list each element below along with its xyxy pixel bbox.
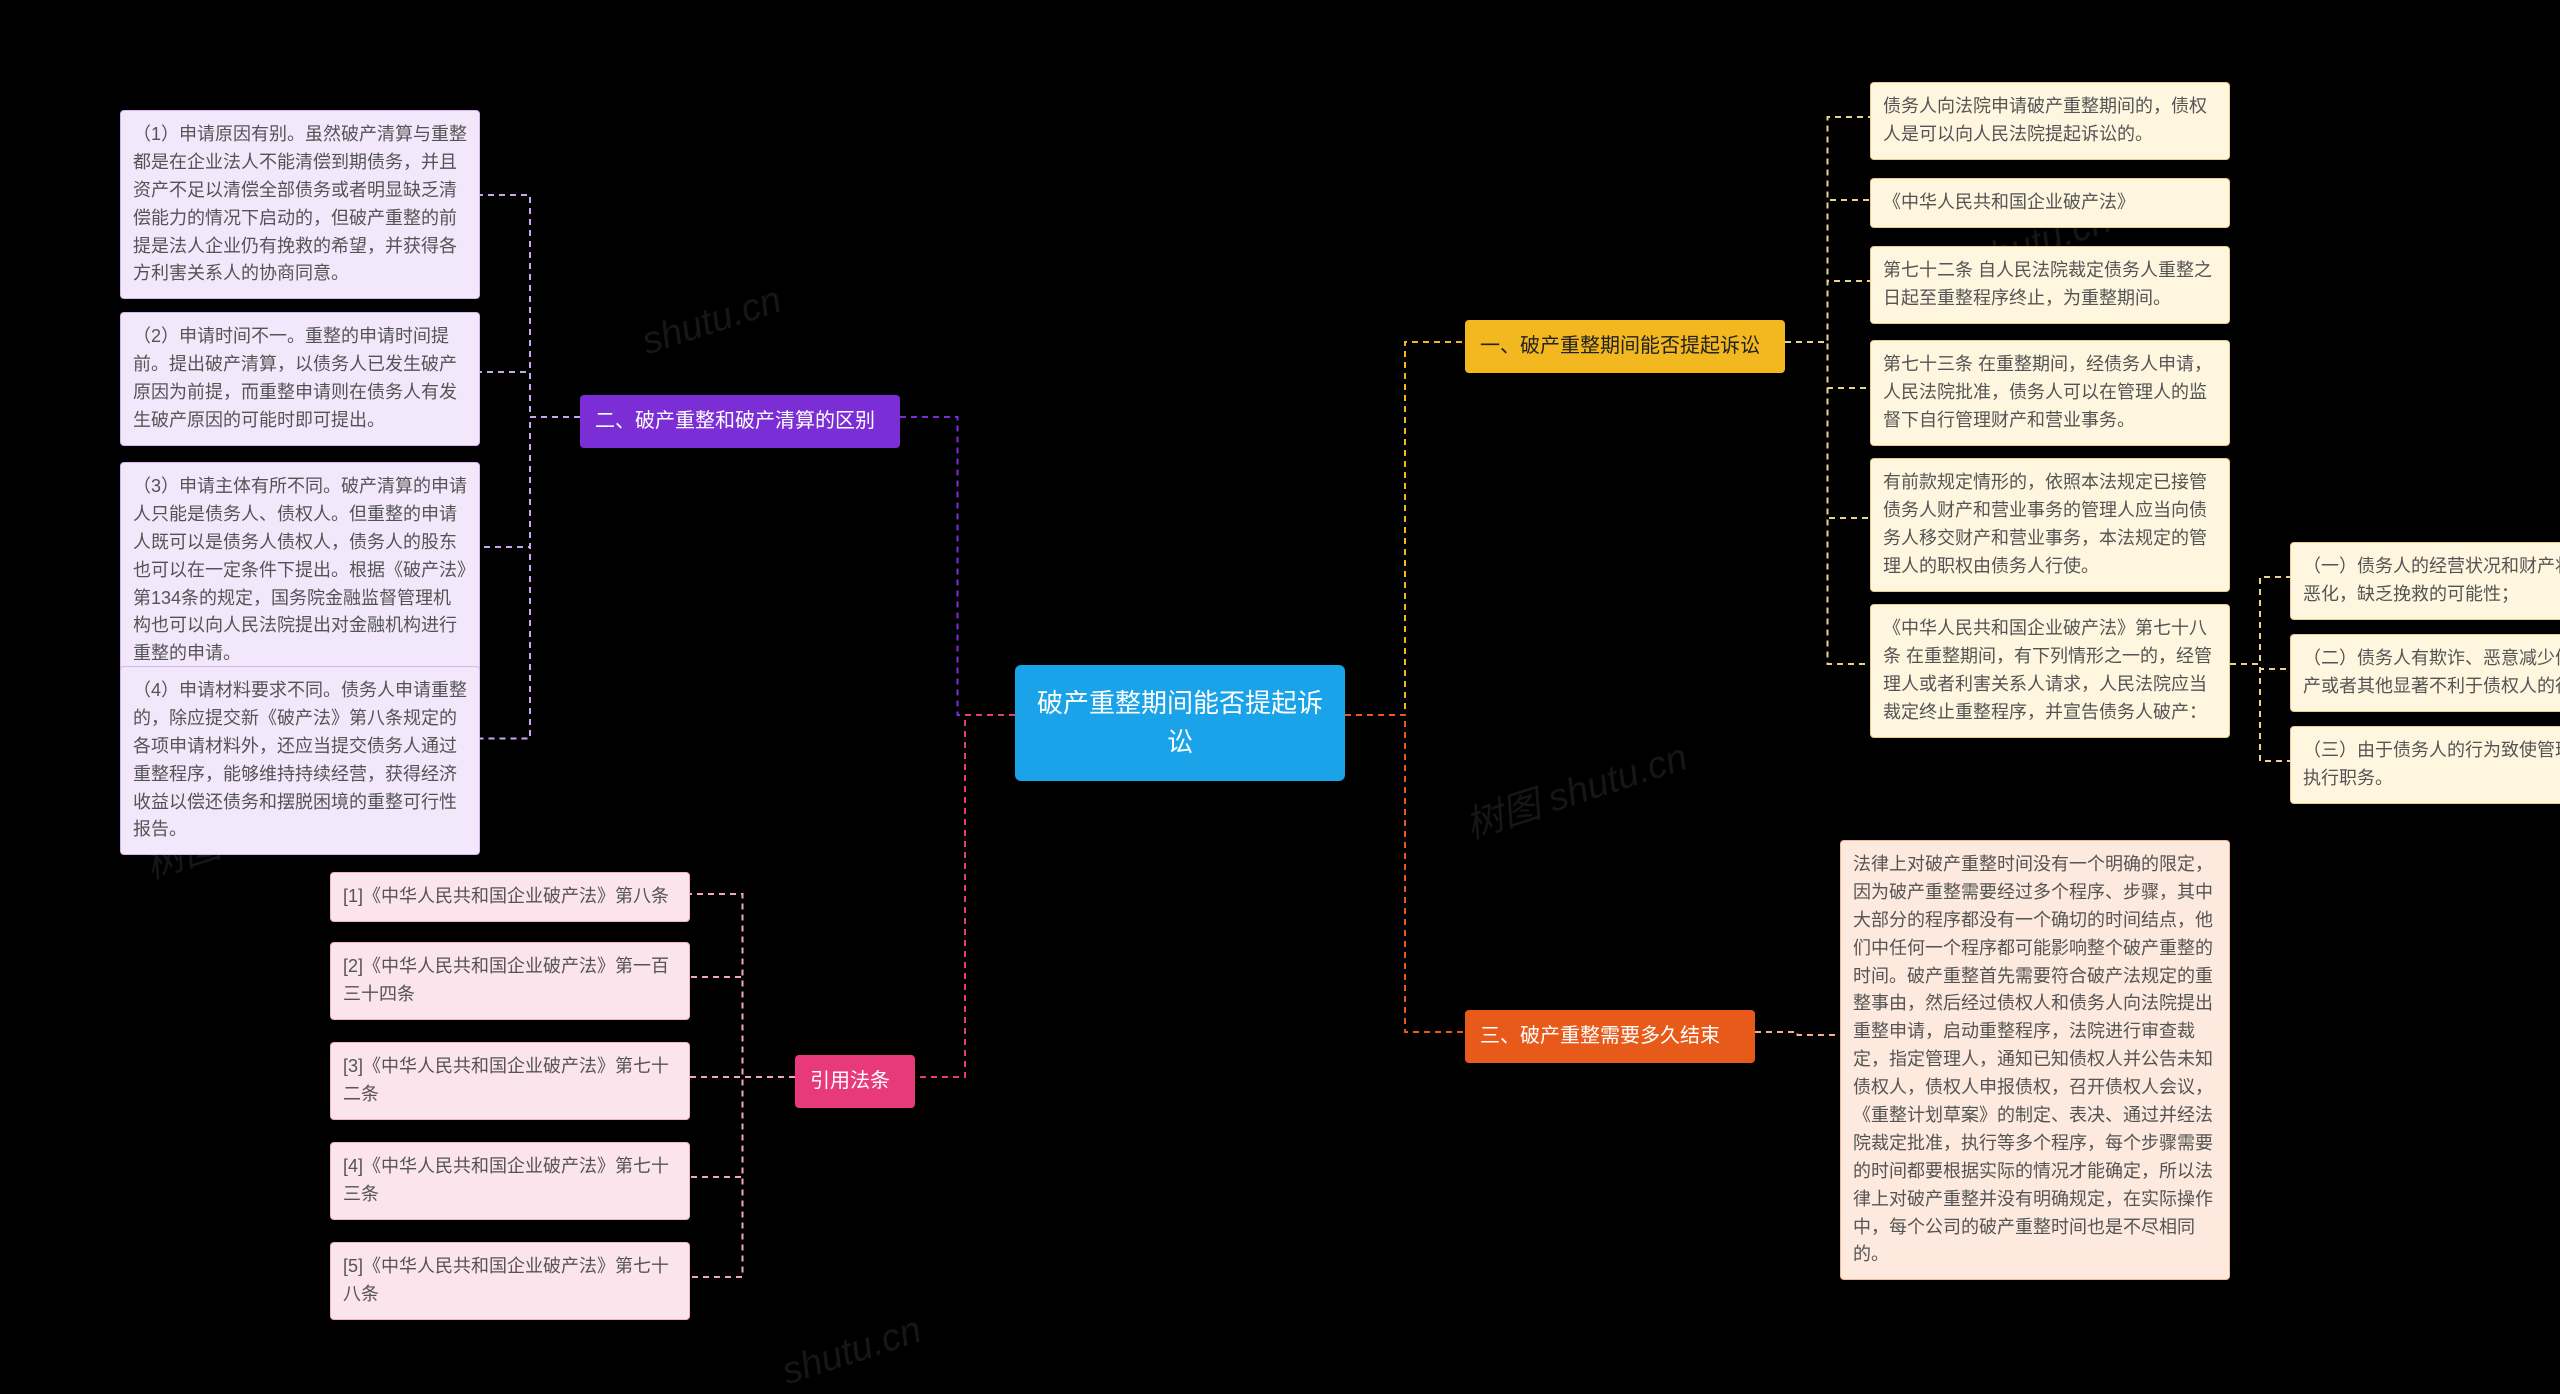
node-b1c1: 债务人向法院申请破产重整期间的，债权人是可以向人民法院提起诉讼的。: [1870, 82, 2230, 160]
node-b1c6: 《中华人民共和国企业破产法》第七十八条 在重整期间，有下列情形之一的，经管理人或…: [1870, 604, 2230, 738]
watermark: 树图 shutu.cn: [1457, 726, 1693, 849]
node-b4c3: [3]《中华人民共和国企业破产法》第七十二条: [330, 1042, 690, 1120]
node-b3: 三、破产重整需要多久结束: [1465, 1010, 1755, 1063]
node-text: （4）申请材料要求不同。债务人申请重整的，除应提交新《破产法》第八条规定的各项申…: [133, 680, 467, 839]
node-b4: 引用法条: [795, 1055, 915, 1108]
node-text: 三、破产重整需要多久结束: [1480, 1025, 1720, 1047]
node-text: 法律上对破产重整时间没有一个明确的限定，因为破产重整需要经过多个程序、步骤，其中…: [1853, 854, 2213, 1264]
node-text: 二、破产重整和破产清算的区别: [595, 410, 875, 432]
node-b1c4: 第七十三条 在重整期间，经债务人申请，人民法院批准，债务人可以在管理人的监督下自…: [1870, 340, 2230, 446]
node-b4c1: [1]《中华人民共和国企业破产法》第八条: [330, 872, 690, 922]
node-b2c1: （1）申请原因有别。虽然破产清算与重整都是在企业法人不能清偿到期债务，并且资产不…: [120, 110, 480, 299]
node-b2: 二、破产重整和破产清算的区别: [580, 395, 900, 448]
node-b2c2: （2）申请时间不一。重整的申请时间提前。提出破产清算，以债务人已发生破产原因为前…: [120, 312, 480, 446]
node-text: 一、破产重整期间能否提起诉讼: [1480, 335, 1760, 357]
node-b4c5: [5]《中华人民共和国企业破产法》第七十八条: [330, 1242, 690, 1320]
node-b1c2: 《中华人民共和国企业破产法》: [1870, 178, 2230, 228]
node-text: 《中华人民共和国企业破产法》第七十八条 在重整期间，有下列情形之一的，经管理人或…: [1883, 618, 2212, 722]
node-text: 债务人向法院申请破产重整期间的，债权人是可以向人民法院提起诉讼的。: [1883, 96, 2207, 144]
node-b2c3: （3）申请主体有所不同。破产清算的申请人只能是债务人、债权人。但重整的申请人既可…: [120, 462, 480, 679]
node-text: 破产重整期间能否提起诉讼: [1037, 688, 1323, 757]
mindmap-canvas: { "canvas": { "width": 2560, "height": 1…: [0, 0, 2560, 1394]
node-b1c6g1: （一）债务人的经营状况和财产状况继续恶化，缺乏挽救的可能性；: [2290, 542, 2560, 620]
watermark: shutu.cn: [637, 279, 787, 364]
node-text: （2）申请时间不一。重整的申请时间提前。提出破产清算，以债务人已发生破产原因为前…: [133, 326, 457, 430]
node-b3c1: 法律上对破产重整时间没有一个明确的限定，因为破产重整需要经过多个程序、步骤，其中…: [1840, 840, 2230, 1280]
node-b1c6g2: （二）债务人有欺诈、恶意减少债务人财产或者其他显著不利于债权人的行为；: [2290, 634, 2560, 712]
watermark: shutu.cn: [777, 1309, 927, 1394]
node-b1c3: 第七十二条 自人民法院裁定债务人重整之日起至重整程序终止，为重整期间。: [1870, 246, 2230, 324]
node-text: （三）由于债务人的行为致使管理人无法执行职务。: [2303, 740, 2560, 788]
node-text: （1）申请原因有别。虽然破产清算与重整都是在企业法人不能清偿到期债务，并且资产不…: [133, 124, 467, 283]
node-text: （一）债务人的经营状况和财产状况继续恶化，缺乏挽救的可能性；: [2303, 556, 2560, 604]
node-text: 引用法条: [810, 1070, 890, 1092]
node-b1c6g3: （三）由于债务人的行为致使管理人无法执行职务。: [2290, 726, 2560, 804]
node-text: 《中华人民共和国企业破产法》: [1883, 192, 2135, 212]
node-b1c5: 有前款规定情形的，依照本法规定已接管债务人财产和营业事务的管理人应当向债务人移交…: [1870, 458, 2230, 592]
node-text: [4]《中华人民共和国企业破产法》第七十三条: [343, 1156, 669, 1204]
node-text: 有前款规定情形的，依照本法规定已接管债务人财产和营业事务的管理人应当向债务人移交…: [1883, 472, 2207, 576]
node-text: [2]《中华人民共和国企业破产法》第一百三十四条: [343, 956, 669, 1004]
node-text: [3]《中华人民共和国企业破产法》第七十二条: [343, 1056, 669, 1104]
node-text: [1]《中华人民共和国企业破产法》第八条: [343, 886, 669, 906]
node-c0: 破产重整期间能否提起诉讼: [1015, 665, 1345, 781]
node-b2c4: （4）申请材料要求不同。债务人申请重整的，除应提交新《破产法》第八条规定的各项申…: [120, 666, 480, 855]
node-b4c4: [4]《中华人民共和国企业破产法》第七十三条: [330, 1142, 690, 1220]
node-text: 第七十三条 在重整期间，经债务人申请，人民法院批准，债务人可以在管理人的监督下自…: [1883, 354, 2212, 430]
node-b1: 一、破产重整期间能否提起诉讼: [1465, 320, 1785, 373]
node-text: 第七十二条 自人民法院裁定债务人重整之日起至重整程序终止，为重整期间。: [1883, 260, 2212, 308]
node-text: [5]《中华人民共和国企业破产法》第七十八条: [343, 1256, 669, 1304]
node-text: （二）债务人有欺诈、恶意减少债务人财产或者其他显著不利于债权人的行为；: [2303, 648, 2560, 696]
node-b4c2: [2]《中华人民共和国企业破产法》第一百三十四条: [330, 942, 690, 1020]
node-text: （3）申请主体有所不同。破产清算的申请人只能是债务人、债权人。但重整的申请人既可…: [133, 476, 467, 663]
